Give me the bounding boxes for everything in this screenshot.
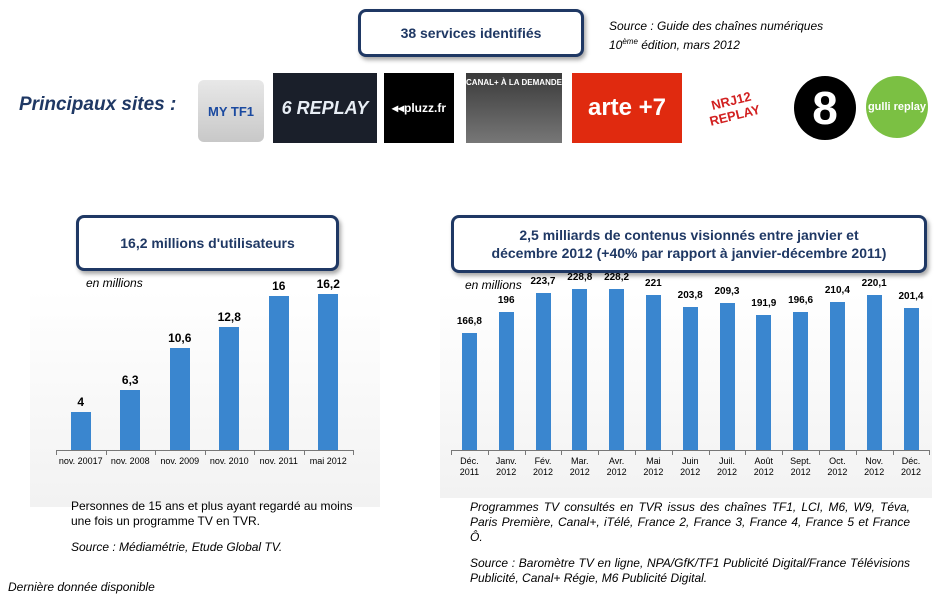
principal-sites-label: Principaux sites : [19,94,177,115]
contents-chart-panel [440,292,932,498]
left-unit-label: en millions [86,276,143,290]
right-note: Programmes TV consultés en TVR issus des… [470,500,910,544]
contents-box-line1: 2,5 milliards de contenus visionnés entr… [519,227,859,243]
users-box: 16,2 millions d'utilisateurs [76,215,339,271]
bar-value-label: 228,8 [567,272,593,284]
right-unit-label: en millions [465,278,522,292]
m6-replay-logo: 6 REPLAY [273,73,377,143]
users-chart-panel [30,290,380,507]
mytf1-logo-text: MY TF1 [208,103,254,119]
services-count-box: 38 services identifiés [358,9,584,57]
gulli-logo: gulli replay [866,76,928,138]
gulli-logo-text: gulli replay [867,101,927,113]
users-box-text: 16,2 millions d'utilisateurs [120,235,295,251]
bar-value-label: 223,7 [530,275,556,287]
bar-value-label: 220,1 [861,278,887,290]
nrj12-logo-text: NRJ12 REPLAY [707,88,762,129]
d8-logo-text: 8 [812,82,838,134]
canalplus-logo-text: CANAL+ À LA DEMANDE [466,78,562,87]
d8-logo: 8 [794,76,856,140]
bar-value-label: 228,2 [604,272,630,284]
canalplus-logo: CANAL+ À LA DEMANDE [466,73,562,143]
arte-logo: arte +7 [572,73,682,143]
pluzz-logo: ◂◂pluzz.fr [384,73,454,143]
source-edition-sup: ème [622,37,638,46]
source-edition-text: édition, mars 2012 [637,38,740,52]
source-guide-line2: 10ème édition, mars 2012 [609,34,823,53]
left-note: Personnes de 15 ans et plus ayant regard… [71,499,353,528]
contents-box: 2,5 milliards de contenus visionnés entr… [451,215,927,273]
services-count-text: 38 services identifiés [400,25,542,41]
nrj12-logo: NRJ12 REPLAY [696,73,770,143]
contents-box-line2: décembre 2012 (+40% par rapport à janvie… [491,245,887,261]
pluzz-logo-text: ◂◂pluzz.fr [391,101,447,115]
source-guide: Source : Guide des chaînes numériques 10… [609,18,823,53]
footer-note: Dernière donnée disponible [8,580,155,594]
source-guide-line1: Source : Guide des chaînes numériques [609,19,824,33]
arte-logo-text: arte +7 [587,94,667,121]
bar-value-label: 221 [645,277,662,289]
mytf1-logo: MY TF1 [198,80,264,142]
source-edition-number: 10 [609,38,623,52]
m6-replay-logo-text: 6 REPLAY [281,97,369,118]
right-source: Source : Baromètre TV en ligne, NPA/GfK/… [470,556,910,585]
left-source: Source : Médiamétrie, Etude Global TV. [71,540,283,554]
